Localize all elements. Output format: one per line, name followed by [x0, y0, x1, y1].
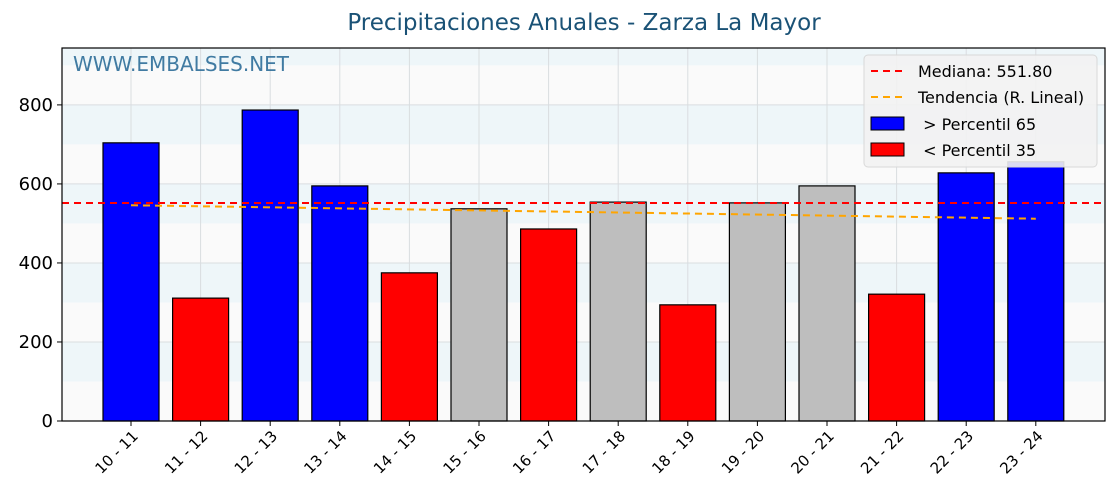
bar-19-20	[728, 202, 787, 422]
x-tick-label: 13 - 14	[300, 427, 350, 477]
high-swatch-icon	[870, 116, 905, 131]
low-swatch-icon	[870, 142, 905, 157]
bar-12-13	[241, 109, 299, 422]
bars	[102, 109, 1065, 422]
bar-16-17	[519, 228, 578, 422]
x-tick-label: 18 - 19	[648, 427, 698, 477]
bar-14-15	[380, 272, 438, 422]
stripe-band	[62, 341, 1105, 382]
bar-17-18	[589, 201, 647, 422]
x-tick-label: 15 - 16	[440, 427, 490, 477]
plot-frame	[61, 47, 1106, 422]
bar-18-19	[659, 304, 717, 422]
stripe-band	[62, 48, 1105, 66]
legend-box	[863, 54, 1098, 168]
x-axis: 10 - 11 11 - 12 12 - 13 13 - 14 14 - 15 15 - …	[92, 421, 1047, 477]
x-tick-label: 20 - 21	[788, 427, 838, 477]
y-axis: 0 200 400 600 800	[19, 95, 62, 432]
x-tick-label: 10 - 11	[92, 427, 142, 477]
bar-10-11	[102, 142, 160, 422]
background-stripes	[62, 48, 1105, 421]
bar-23-24	[1007, 161, 1065, 422]
x-tick-label: 23 - 24	[996, 427, 1046, 477]
y-tick-label: 0	[42, 411, 53, 432]
x-tick-label: 21 - 22	[857, 427, 907, 477]
trend-line	[130, 204, 1036, 220]
x-tick-label: 19 - 20	[718, 427, 768, 477]
stripe-band	[62, 262, 1105, 303]
stripe-band	[62, 223, 1105, 263]
bar-20-21	[798, 185, 856, 422]
legend-low: < Percentil 35	[918, 141, 1036, 160]
x-tick-label: 22 - 23	[927, 427, 977, 477]
legend-trend: Tendencia (R. Lineal)	[917, 88, 1084, 107]
stripe-band	[62, 381, 1105, 421]
x-tick-label: 14 - 15	[370, 427, 420, 477]
bar-22-23	[937, 172, 995, 422]
y-tick-label: 200	[19, 332, 53, 353]
reference-lines	[62, 201, 1105, 220]
chart-title: Precipitaciones Anuales - Zarza La Mayor	[347, 10, 821, 36]
x-tick-label: 16 - 17	[509, 427, 559, 477]
legend: Mediana: 551.80 Tendencia (R. Lineal) > …	[863, 54, 1098, 168]
watermark: WWW.EMBALSES.NET	[73, 52, 290, 76]
x-tick-label: 17 - 18	[579, 427, 629, 477]
y-tick-label: 800	[19, 95, 53, 116]
legend-high: > Percentil 65	[918, 115, 1036, 134]
x-tick-label: 12 - 13	[231, 427, 281, 477]
stripe-band	[62, 302, 1105, 342]
bar-21-22	[867, 293, 926, 422]
legend-median: Mediana: 551.80	[918, 62, 1052, 81]
bar-11-12	[172, 297, 230, 422]
y-tick-label: 400	[19, 253, 53, 274]
x-tick-label: 11 - 12	[161, 427, 211, 477]
bar-13-14	[311, 185, 369, 422]
y-tick-label: 600	[19, 174, 53, 195]
bar-15-16	[450, 208, 508, 422]
